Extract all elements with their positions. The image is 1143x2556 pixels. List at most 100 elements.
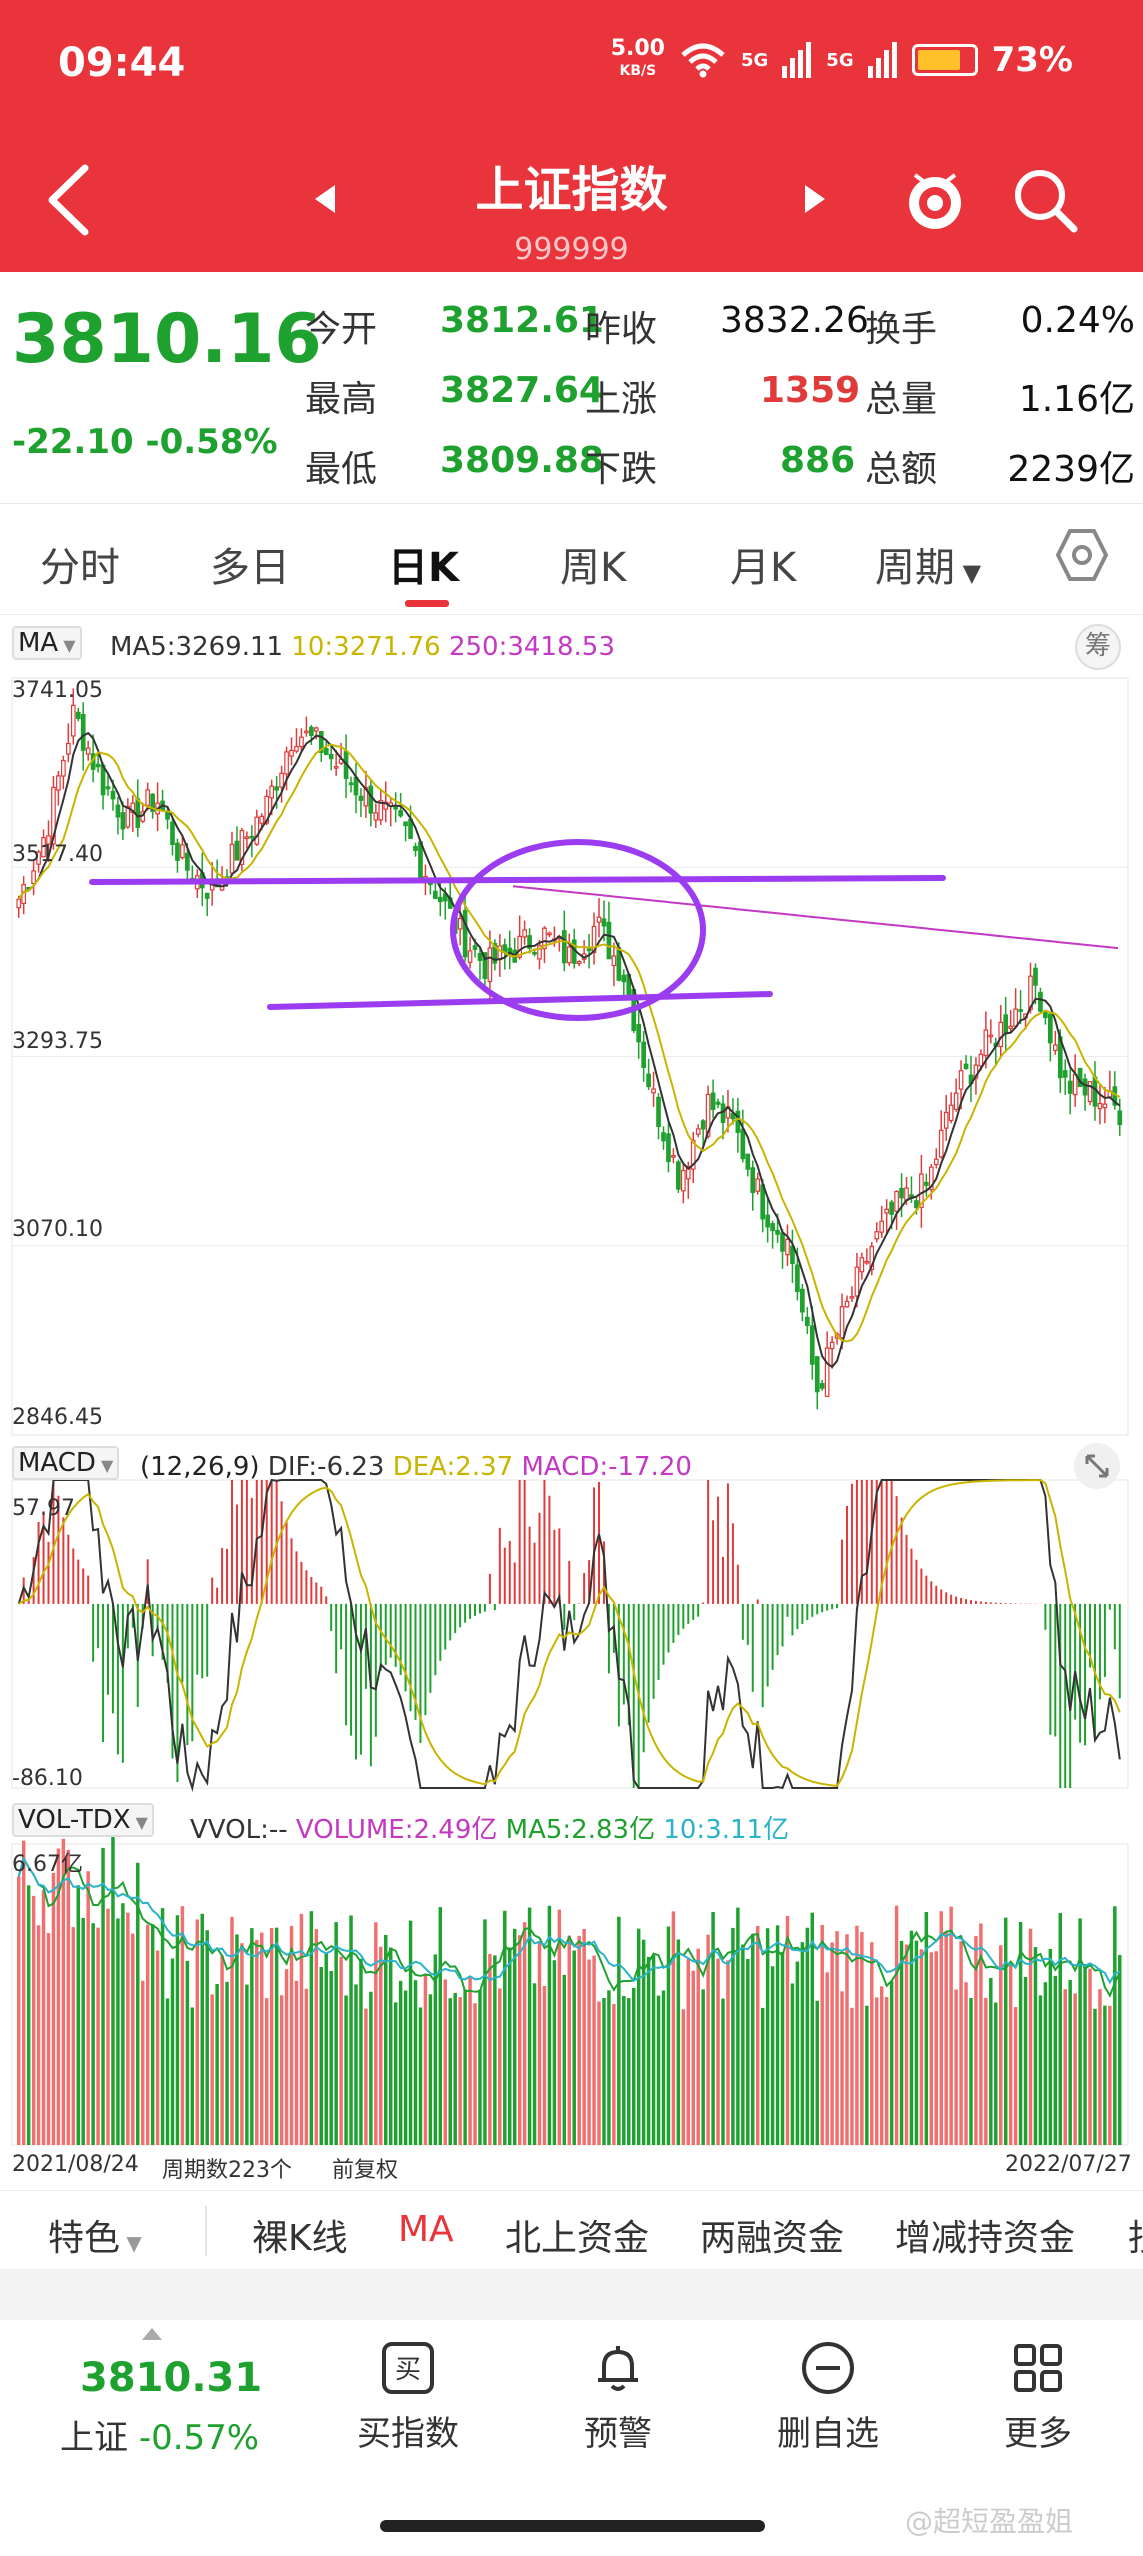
candle-body [899, 1187, 904, 1199]
candle-body [646, 1073, 651, 1088]
volume-bar [1043, 1982, 1048, 2145]
caret-down-icon: ▼ [120, 2231, 142, 2255]
candle-body [289, 749, 294, 757]
volume-bar [304, 1988, 309, 2145]
volume-bar [433, 1954, 438, 2145]
candle-body [666, 1133, 671, 1163]
macd-selector-label: MACD [18, 1448, 96, 1478]
candle-body [800, 1288, 805, 1313]
volume-bar [731, 1927, 735, 2145]
end-date: 2022/07/27 [1005, 2152, 1132, 2177]
watermark: @超短盈盈姐 [905, 2505, 1074, 2538]
remove-watchlist-button[interactable]: 删自选 [748, 2340, 908, 2455]
tab-margin[interactable]: 两融资金 [700, 2218, 845, 2259]
volume-bar [26, 1885, 31, 2145]
quote-row: 最低 3809.88 下跌 886 总额 2239亿 [305, 430, 1135, 500]
caret-down-icon: ▼ [95, 1456, 114, 1475]
quote-panel: 3810.16 -22.10 -0.58% 今开 3812.61 昨收 3832… [0, 272, 1143, 504]
tab-weekly-k[interactable]: 周K [560, 545, 627, 591]
volume-bar [904, 1944, 909, 2145]
ma5-line [17, 731, 1121, 1369]
tab-northbound[interactable]: 北上资金 [505, 2218, 650, 2259]
candle-body [1062, 1070, 1068, 1078]
volume-bar [448, 1998, 452, 2145]
candle-body [323, 747, 329, 756]
candle-body [780, 1232, 785, 1252]
volume-bar [190, 2007, 195, 2145]
previous-stock-arrow[interactable] [315, 185, 335, 213]
tab-period-label: 周期 [875, 545, 955, 591]
candle-body [685, 1166, 691, 1180]
volume-bar [701, 1989, 705, 2145]
volume-bar [1048, 1948, 1053, 2145]
more-button[interactable]: 更多 [958, 2340, 1118, 2455]
volume-legend: VOLUME:2.49亿 [295, 1815, 498, 1845]
volume-bar [850, 2007, 854, 2145]
wifi-icon [681, 43, 725, 78]
net-speed-unit: KB/S [619, 63, 657, 79]
candle-body [403, 821, 408, 827]
tab-overflow[interactable]: 抄 [1128, 2209, 1143, 2261]
tab-holding-change[interactable]: 增减持资金 [895, 2218, 1076, 2259]
volume-bar [369, 1991, 373, 2145]
stock-code: 999999 [514, 232, 629, 267]
volume-bar [617, 1916, 621, 2145]
alert-button[interactable]: 预警 [538, 2340, 698, 2455]
candle-body [244, 836, 250, 840]
candle-body [274, 786, 279, 791]
search-icon[interactable] [1010, 165, 1080, 235]
home-indicator[interactable] [380, 2520, 765, 2532]
tab-monthly-k[interactable]: 月K [730, 545, 797, 591]
candle-body [120, 812, 126, 830]
volume-bar [111, 1835, 115, 2145]
special-dropdown[interactable]: 特色 ▼ [48, 2209, 142, 2261]
candle-body [1117, 1110, 1123, 1126]
tab-ma[interactable]: MA [398, 2209, 454, 2250]
ma-selector[interactable]: MA ▼ [12, 626, 82, 660]
candle-body [690, 1139, 696, 1170]
candle-body [844, 1300, 850, 1308]
volume-bar [463, 1989, 467, 2145]
volume-bar [1058, 1913, 1062, 2145]
macd-selector[interactable]: MACD ▼ [12, 1446, 120, 1480]
candle-body [437, 896, 443, 903]
volume-bar [185, 1960, 190, 2145]
volume-bar [1108, 2005, 1112, 2145]
volume-bar [250, 1928, 254, 2145]
tab-daily-k[interactable]: 日K [388, 545, 459, 591]
volume-bar [989, 1977, 993, 2145]
settings-hexagon-icon[interactable] [1052, 525, 1112, 585]
candle-body [413, 845, 418, 851]
volume-bar [741, 1944, 745, 2145]
back-icon[interactable] [40, 160, 100, 240]
candle-body [1038, 991, 1043, 1012]
vvol-legend: VVOL:-- [190, 1815, 288, 1845]
volume-bar [517, 1935, 522, 2145]
buy-index-button[interactable]: 买 买指数 [328, 2340, 488, 2455]
candle-body [933, 1158, 939, 1166]
dif-line [17, 1478, 1121, 1792]
bottom-index-summary[interactable]: 上证 -0.57% [60, 2410, 259, 2459]
vol-selector[interactable]: VOL-TDX ▼ [12, 1803, 154, 1837]
ma5-legend: MA5:3269.11 [110, 632, 284, 662]
tab-multi-day[interactable]: 多日 [210, 545, 290, 591]
tab-period[interactable]: 周期 ▼ [875, 535, 981, 593]
volume-bar [180, 1906, 185, 2145]
chip-distribution-button[interactable]: 筹 [1075, 624, 1121, 670]
volume-bar [760, 2007, 765, 2145]
volume-bar [478, 1989, 482, 2145]
candle-body [383, 801, 389, 810]
next-stock-arrow[interactable] [805, 185, 825, 213]
volume-bar [41, 1890, 46, 2145]
tab-intraday[interactable]: 分时 [40, 545, 120, 591]
tab-naked-k[interactable]: 裸K线 [252, 2218, 348, 2259]
caret-down-icon: ▼ [58, 636, 76, 655]
volume-bar [969, 1997, 973, 2145]
assistant-robot-icon[interactable] [905, 165, 965, 233]
candlestick-chart[interactable] [0, 620, 1143, 2180]
volume-bar [929, 1952, 934, 2145]
volume-bar [825, 1972, 829, 2145]
expand-icon[interactable] [1073, 1442, 1121, 1490]
candle-body [105, 786, 111, 790]
volume-bar [1083, 1963, 1087, 2145]
